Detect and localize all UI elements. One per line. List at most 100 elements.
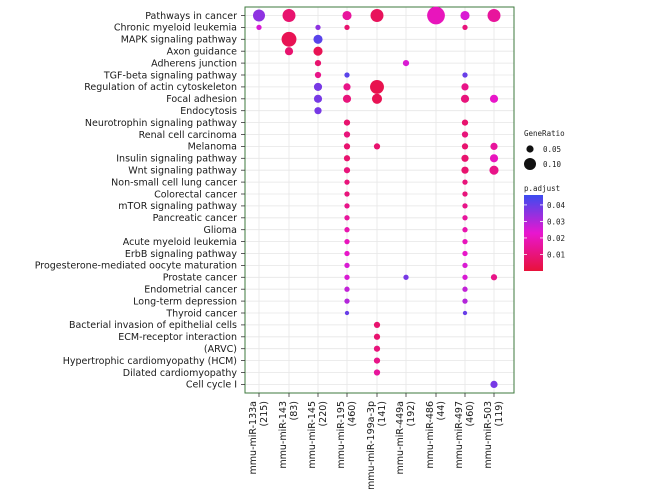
data-point — [256, 24, 262, 31]
data-point — [344, 203, 350, 209]
legend-color-label: 0.02 — [547, 234, 565, 243]
legend-padjust: p.adjust 0.04 0.03 0.02 0.01 — [524, 184, 566, 271]
data-point — [427, 6, 445, 25]
data-point — [371, 93, 383, 104]
data-point — [402, 59, 410, 67]
x-tick-label: mmu-miR-497 — [454, 401, 465, 469]
data-point — [460, 10, 470, 21]
data-point — [284, 47, 294, 56]
y-tick-label: Hypertrophic cardiomyopathy (HCM) — [63, 356, 237, 367]
data-point — [314, 59, 322, 67]
y-tick-label: Wnt signaling pathway — [128, 166, 237, 177]
data-point — [462, 250, 468, 257]
data-point — [313, 34, 323, 44]
y-tick-label: Neurotrophin signaling pathway — [85, 118, 237, 129]
x-tick-label: mmu-miR-503 — [483, 401, 494, 469]
legend-color-label: 0.03 — [547, 217, 565, 226]
data-points — [253, 6, 501, 388]
data-point — [487, 9, 501, 22]
data-point — [315, 24, 321, 31]
legend-color-label: 0.04 — [547, 201, 566, 210]
data-point — [373, 345, 381, 352]
data-point — [403, 274, 409, 280]
x-tick-label: mmu-miR-486 — [425, 401, 436, 469]
data-point — [344, 24, 350, 31]
data-point — [373, 357, 381, 364]
data-point — [462, 262, 468, 269]
data-point — [344, 250, 350, 257]
data-point — [344, 72, 350, 78]
data-point — [344, 238, 350, 245]
y-tick-label: TGF-beta signaling pathway — [103, 70, 237, 81]
data-point — [342, 10, 352, 21]
data-point — [462, 215, 468, 221]
y-tick-label: mTOR signaling pathway — [118, 201, 237, 212]
data-point — [461, 83, 469, 91]
x-tick-count: (141) — [377, 401, 388, 427]
data-point — [281, 31, 297, 47]
data-point — [462, 191, 468, 197]
data-point — [343, 155, 351, 162]
y-tick-label: Bacterial invasion of epithelial cells — [69, 320, 237, 331]
data-point — [313, 46, 323, 56]
x-tick-count: (215) — [259, 401, 270, 427]
y-tick-label: Cell cycle I — [186, 380, 237, 391]
legend-color-label: 0.01 — [547, 250, 565, 259]
legend-size-label: 0.10 — [543, 160, 562, 169]
x-tick-label: mmu-miR-145 — [307, 401, 318, 469]
legend-generatio-title: GeneRatio — [524, 129, 565, 138]
y-tick-label: Endocytosis — [180, 106, 237, 117]
x-tick-label: mmu-miR-133a — [248, 401, 259, 474]
data-point — [462, 24, 468, 31]
plot-panel — [244, 6, 515, 394]
y-tick-label: Progesterone-mediated oocyte maturation — [35, 261, 237, 272]
x-tick-count: (83) — [289, 401, 300, 421]
y-tick-label: Long-term depression — [133, 296, 237, 307]
x-tick-label: mmu-miR-449a — [395, 401, 406, 474]
data-point — [462, 286, 468, 292]
y-tick-label: Chronic myeloid leukemia — [114, 23, 237, 34]
y-tick-label: MAPK signaling pathway — [121, 35, 238, 46]
data-point — [489, 154, 499, 163]
data-point — [370, 9, 384, 22]
data-point — [344, 298, 350, 304]
data-point — [344, 286, 350, 292]
data-point — [314, 71, 322, 79]
data-point — [313, 82, 323, 91]
y-tick-label: Pathways in cancer — [145, 11, 237, 22]
x-tick-count: (220) — [318, 401, 329, 427]
data-point — [342, 94, 352, 103]
data-point — [343, 167, 351, 174]
data-point — [344, 227, 350, 233]
data-point — [313, 94, 323, 103]
data-point — [462, 274, 468, 280]
data-point — [461, 154, 469, 162]
data-point — [461, 166, 469, 174]
data-point — [370, 79, 384, 94]
legend-generatio: GeneRatio 0.05 0.10 — [524, 129, 565, 170]
y-tick-label: Renal cell carcinoma — [139, 130, 237, 141]
data-point — [344, 274, 350, 280]
x-tick-count: (460) — [347, 401, 358, 427]
data-point — [343, 131, 351, 138]
data-point — [344, 215, 350, 221]
data-point — [461, 119, 469, 126]
y-tick-label: ErbB signaling pathway — [125, 249, 237, 260]
data-point — [461, 143, 469, 150]
y-tick-label: Endometrial cancer — [144, 285, 237, 296]
y-tick-label: Colorectal cancer — [154, 189, 237, 200]
y-tick-label: Pancreatic cancer — [153, 213, 237, 224]
x-axis-labels: mmu-miR-133a (215) mmu-miR-143 (83) mmu-miR-… — [248, 393, 505, 489]
data-point — [462, 72, 468, 78]
legend-colorbar — [524, 195, 543, 271]
data-point — [462, 179, 468, 185]
data-point — [344, 262, 350, 269]
data-point — [373, 333, 381, 340]
data-point — [490, 380, 498, 388]
data-point — [344, 191, 350, 197]
data-point — [373, 321, 381, 329]
y-tick-label: Glioma — [203, 225, 237, 236]
data-point — [344, 310, 350, 316]
y-tick-label: Focal adhesion — [166, 94, 237, 105]
